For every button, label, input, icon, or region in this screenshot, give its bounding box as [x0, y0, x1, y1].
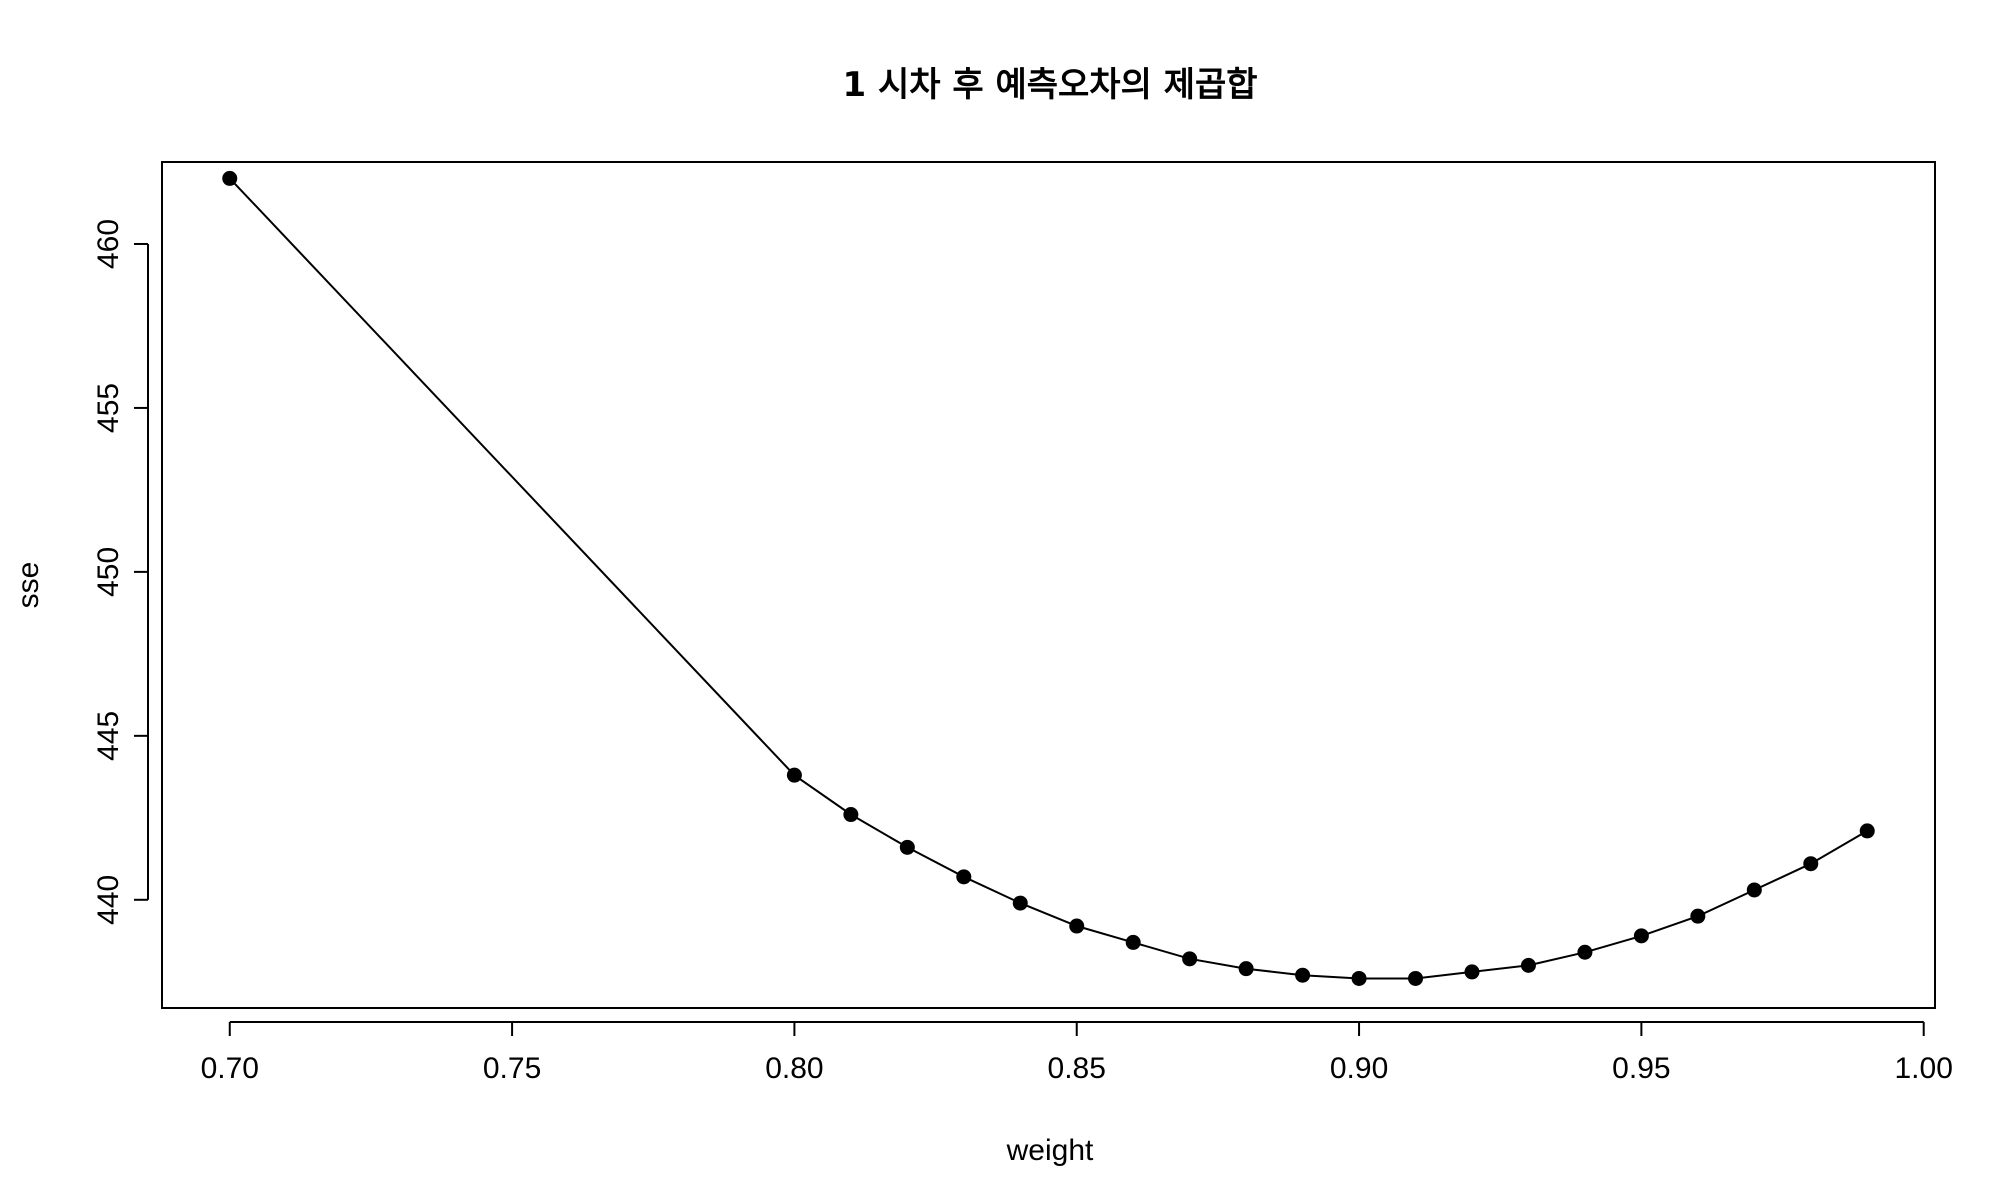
data-point	[1746, 882, 1762, 898]
y-tick-label: 445	[92, 711, 125, 761]
data-point	[843, 807, 859, 823]
x-tick-label: 0.70	[201, 1052, 259, 1085]
series-line	[229, 177, 1868, 980]
x-tick-label: 0.80	[765, 1052, 823, 1085]
data-point	[1351, 970, 1367, 986]
data-point	[1803, 856, 1819, 872]
data-point	[1464, 964, 1480, 980]
data-point	[1577, 944, 1593, 960]
x-tick-label: 0.85	[1048, 1052, 1106, 1085]
data-point	[1520, 957, 1536, 973]
data-point	[1012, 895, 1028, 911]
data-point	[1069, 918, 1085, 934]
y-tick-label: 450	[92, 547, 125, 597]
data-point	[786, 767, 802, 783]
x-tick-label: 1.00	[1895, 1052, 1953, 1085]
x-tick-label: 0.95	[1612, 1052, 1670, 1085]
data-point	[1125, 934, 1141, 950]
data-points	[222, 170, 1875, 986]
data-point	[1295, 967, 1311, 983]
data-point	[899, 839, 915, 855]
data-point	[1690, 908, 1706, 924]
data-point	[1238, 961, 1254, 977]
data-point	[1633, 928, 1649, 944]
y-axis-label: sse	[12, 562, 45, 609]
y-tick-label: 440	[92, 875, 125, 925]
x-axis-label: weight	[1006, 1134, 1094, 1167]
plot-frame	[161, 161, 1936, 1009]
x-tick-label: 0.90	[1330, 1052, 1388, 1085]
data-point	[1859, 823, 1875, 839]
y-tick-label: 460	[92, 219, 125, 269]
data-point	[956, 869, 972, 885]
y-tick-label: 455	[92, 383, 125, 433]
data-point	[1182, 951, 1198, 967]
data-point	[1408, 970, 1424, 986]
x-axis: 0.70 0.75 0.80 0.85 0.90 0.95 1.00	[201, 1021, 1953, 1085]
chart-title: 1 시차 후 예측오차의 제곱합	[842, 65, 1257, 105]
data-point	[222, 170, 238, 186]
y-axis: 440 445 450 455 460	[92, 219, 149, 925]
x-tick-label: 0.75	[483, 1052, 541, 1085]
